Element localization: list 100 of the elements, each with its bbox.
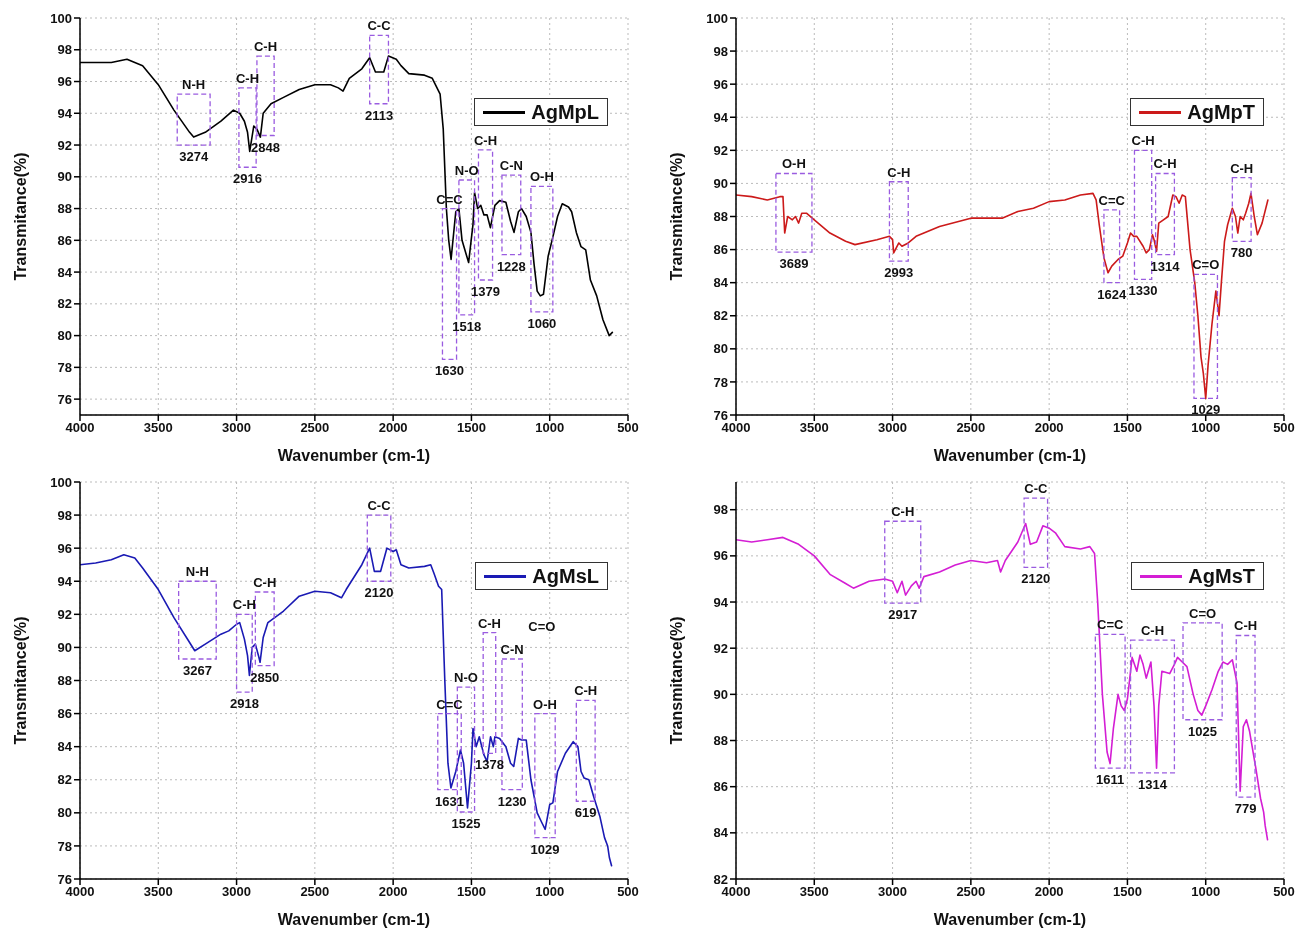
y-tick-label: 78 xyxy=(57,359,72,375)
annotation: 1029 xyxy=(530,841,560,857)
annotation: C=O xyxy=(1189,605,1217,621)
x-tick-label: 3000 xyxy=(222,420,252,436)
annotation: 2993 xyxy=(884,265,914,281)
x-tick-label: 3000 xyxy=(878,420,908,436)
x-tick-label: 4000 xyxy=(65,884,95,900)
x-tick-label: 1000 xyxy=(1191,884,1221,900)
annotation: N-O xyxy=(454,162,479,178)
x-tick-label: 500 xyxy=(1273,884,1295,900)
annotation: C=O xyxy=(528,618,556,634)
y-tick-label: 100 xyxy=(706,10,728,26)
y-tick-label: 94 xyxy=(57,105,73,121)
y-axis-title: Transmitance(%) xyxy=(667,152,685,281)
y-tick-label: 100 xyxy=(50,10,72,26)
y-tick-label: 80 xyxy=(57,328,72,344)
annotation: 2120 xyxy=(364,585,394,601)
y-tick-label: 94 xyxy=(713,594,729,610)
annotation: C-H xyxy=(1230,160,1254,176)
annotation: 1314 xyxy=(1138,776,1168,792)
x-tick-label: 500 xyxy=(1273,420,1295,436)
y-tick-label: 92 xyxy=(57,606,72,622)
x-tick-label: 1000 xyxy=(1191,420,1221,436)
annotation: 3274 xyxy=(179,149,209,165)
annotation: C-H xyxy=(574,683,598,699)
y-tick-label: 86 xyxy=(713,242,728,258)
annotation: 1379 xyxy=(471,284,500,300)
y-tick-label: 98 xyxy=(57,507,72,523)
y-tick-label: 88 xyxy=(57,673,72,689)
annotation: 779 xyxy=(1234,801,1257,817)
annotation: O-H xyxy=(529,169,554,185)
y-tick-label: 80 xyxy=(713,341,728,357)
y-tick-label: 86 xyxy=(713,779,728,795)
annotation: 1029 xyxy=(1191,402,1221,418)
x-tick-label: 3500 xyxy=(143,420,173,436)
legend-label: AgMpL xyxy=(531,100,599,125)
x-tick-label: 3500 xyxy=(799,884,829,900)
y-tick-label: 88 xyxy=(57,201,72,217)
y-tick-label: 82 xyxy=(57,296,72,312)
y-tick-label: 94 xyxy=(57,573,73,589)
y-axis-title: Transmitance(%) xyxy=(667,616,685,745)
x-tick-label: 3500 xyxy=(143,884,173,900)
x-tick-label: 2500 xyxy=(956,420,986,436)
line-series xyxy=(80,547,613,867)
annotation: C-N xyxy=(500,642,524,657)
annotation: C-H xyxy=(1140,623,1165,639)
y-tick-label: 98 xyxy=(713,502,728,518)
annotation: 1630 xyxy=(435,363,464,379)
annotation: C-H xyxy=(253,39,278,55)
annotation: N-H xyxy=(185,564,209,580)
annotation: 1378 xyxy=(474,757,504,773)
x-axis-title: Wavenumber (cm-1) xyxy=(933,447,1087,464)
x-axis-title: Wavenumber (cm-1) xyxy=(933,911,1087,928)
y-tick-label: 100 xyxy=(50,474,72,490)
x-tick-label: 1500 xyxy=(456,884,486,900)
annotation: 1060 xyxy=(527,315,557,331)
x-tick-label: 2500 xyxy=(300,884,330,900)
x-tick-label: 500 xyxy=(617,420,639,436)
y-tick-label: 92 xyxy=(713,640,728,656)
y-tick-label: 96 xyxy=(57,74,72,90)
annotation: C-H xyxy=(1131,133,1155,149)
annotation: C-H xyxy=(473,132,498,148)
y-axis-title: Transmitance(%) xyxy=(11,616,29,745)
y-tick-label: 90 xyxy=(57,640,72,656)
annotation: C-H xyxy=(235,70,260,86)
annotation: N-H xyxy=(182,77,206,93)
annotation: 2850 xyxy=(250,669,280,685)
x-axis-title: Wavenumber (cm-1) xyxy=(277,911,431,928)
annotation: C-H xyxy=(477,615,501,631)
x-tick-label: 3500 xyxy=(799,420,829,436)
y-tick-label: 96 xyxy=(713,548,728,564)
y-tick-label: 82 xyxy=(57,772,72,788)
x-tick-label: 4000 xyxy=(65,420,95,436)
annotation: 2113 xyxy=(364,107,394,123)
legend-label: AgMsL xyxy=(532,564,599,589)
annotation: C=C xyxy=(1098,192,1126,208)
y-tick-label: 76 xyxy=(57,391,72,407)
x-tick-label: 1500 xyxy=(1112,884,1142,900)
annotation: 1624 xyxy=(1097,286,1127,302)
x-tick-label: 4000 xyxy=(721,420,751,436)
y-tick-label: 90 xyxy=(57,169,72,185)
y-tick-label: 90 xyxy=(713,686,728,702)
legend-label: AgMsT xyxy=(1188,564,1255,589)
y-tick-label: 98 xyxy=(713,43,728,59)
y-tick-label: 90 xyxy=(713,176,728,192)
x-tick-label: 2000 xyxy=(378,884,408,900)
y-tick-label: 76 xyxy=(57,871,72,887)
y-tick-label: 96 xyxy=(57,540,72,556)
y-tick-label: 76 xyxy=(713,407,728,423)
annotation: C-H xyxy=(253,575,277,590)
x-tick-label: 4000 xyxy=(721,884,751,900)
y-tick-label: 80 xyxy=(57,805,72,821)
annotation: C-C xyxy=(367,498,392,514)
x-tick-label: 2500 xyxy=(300,420,330,436)
annotation: 1525 xyxy=(451,816,481,832)
y-tick-label: 98 xyxy=(57,42,72,58)
x-tick-label: 1000 xyxy=(535,420,565,436)
y-tick-label: 84 xyxy=(713,275,729,291)
annotation: 1631 xyxy=(435,793,464,809)
x-tick-label: 1500 xyxy=(1112,420,1142,436)
